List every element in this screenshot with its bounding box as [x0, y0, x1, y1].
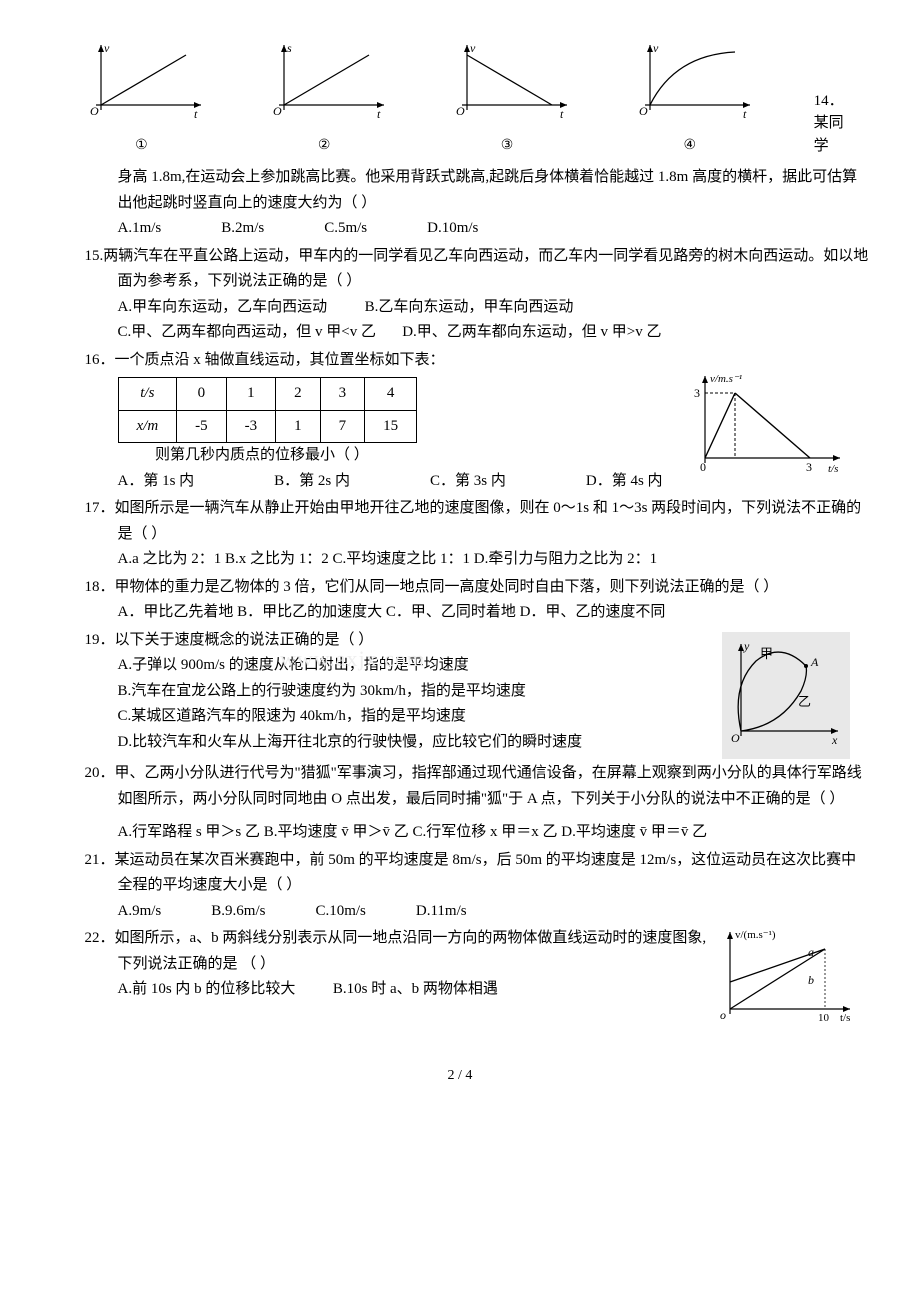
vt-triangle-icon: 3 v/m.s⁻¹ t/s 0 3: [680, 368, 850, 478]
graph-label-3: ③: [442, 134, 572, 158]
axis-t: t: [194, 107, 198, 120]
cell: x/m: [118, 410, 177, 443]
ab-ylabel: v/(m.s⁻¹): [735, 929, 776, 941]
q21-text: 21．某运动员在某次百米赛跑中，前 50m 的平均速度是 8m/s，后 50m …: [50, 848, 870, 899]
cell: -3: [226, 410, 276, 443]
graph-1: v t O ①: [76, 40, 206, 157]
page-footer: 2 / 4: [50, 1064, 870, 1088]
q15-text: 15.两辆汽车在平直公路上运动，甲车内的一同学看见乙车向西运动，而乙车内一同学看…: [50, 244, 870, 295]
q21-opt-a: A.9m/s: [118, 899, 162, 925]
ab-a: a: [808, 945, 814, 959]
ab-o: o: [720, 1008, 726, 1022]
axis-v: v: [653, 41, 659, 55]
q21-opt-b: B.9.6m/s: [211, 899, 265, 925]
cell: 2: [276, 378, 321, 411]
q16-opt-a: A．第 1s 内: [118, 469, 195, 495]
cell: 1: [276, 410, 321, 443]
q20-text: 20．甲、乙两小分队进行代号为"猎狐"军事演习，指挥部通过现代通信设备，在屏幕上…: [50, 761, 870, 812]
q15-opt-a: A.甲车向东运动，乙车向西运动: [118, 299, 328, 315]
q16-opt-c: C．第 3s 内: [430, 469, 506, 495]
graph-3: v t O ③: [442, 40, 572, 157]
q17-options: A.a 之比为 2：1 B.x 之比为 1：2 C.平均速度之比 1：1 D.牵…: [50, 547, 870, 573]
cell: 3: [320, 378, 365, 411]
axis-s: s: [287, 41, 292, 55]
st-graph-2-icon: s t O: [259, 40, 389, 120]
fox-a: A: [810, 655, 819, 669]
q14-opt-c: C.5m/s: [324, 216, 367, 242]
fox-graph: y x 甲 乙 A O: [722, 632, 850, 760]
q16-opt-d: D．第 4s 内: [586, 469, 663, 495]
svg-text:O: O: [456, 104, 465, 118]
q22-opt-a: A.前 10s 内 b 的位移比较大: [118, 981, 296, 997]
q15-opt-b: B.乙车向东运动，甲车向西运动: [365, 299, 574, 315]
q16-table: t/s 0 1 2 3 4 x/m -5 -3 1 7 15: [118, 377, 418, 443]
q14-opt-b: B.2m/s: [221, 216, 264, 242]
cell: 15: [365, 410, 417, 443]
vt-triangle-graph: 3 v/m.s⁻¹ t/s 0 3: [680, 368, 850, 488]
graph-2: s t O ②: [259, 40, 389, 157]
graph-label-1: ①: [76, 134, 206, 158]
fox-o: O: [731, 731, 740, 745]
q14-text: 身高 1.8m,在运动会上参加跳高比赛。他采用背跃式跳高,起跳后身体横着恰能越过…: [50, 165, 870, 216]
vt-xlabel: t/s: [828, 463, 838, 475]
fox-jia: 甲: [760, 646, 773, 661]
graph-4: v t O ④: [625, 40, 755, 157]
q16-options: A．第 1s 内 B．第 2s 内 C．第 3s 内 D．第 4s 内: [50, 469, 680, 495]
q15-opt-d: D.甲、乙两车都向东运动，但 v 甲>v 乙: [402, 324, 661, 340]
q18-options: A．甲比乙先着地 B．甲比乙的加速度大 C．甲、乙同时着地 D．甲、乙的速度不同: [50, 600, 870, 626]
fox-x: x: [831, 733, 838, 746]
graphs-row: v t O ① s t O ② v t O ③: [50, 40, 870, 157]
axis-t: t: [743, 107, 747, 120]
vt-x0: 0: [700, 460, 706, 474]
cell: 0: [177, 378, 227, 411]
ab-vt-graph: v/(m.s⁻¹) a b o 10 t/s: [710, 924, 860, 1034]
axis-t: t: [377, 107, 381, 120]
vt-ylabel: v/m.s⁻¹: [710, 373, 742, 385]
q14-opt-d: D.10m/s: [427, 216, 478, 242]
cell: 1: [226, 378, 276, 411]
vt-ytick: 3: [694, 386, 700, 400]
q15-options: A.甲车向东运动，乙车向西运动 B.乙车向东运动，甲车向西运动 C.甲、乙两车都…: [50, 295, 870, 346]
q21-options: A.9m/s B.9.6m/s C.10m/s D.11m/s: [50, 899, 870, 925]
cell: t/s: [118, 378, 177, 411]
q22-opt-b: B.10s 时 a、b 两物体相遇: [333, 981, 498, 997]
svg-text:O: O: [639, 104, 648, 118]
svg-text:O: O: [273, 104, 282, 118]
q21-opt-d: D.11m/s: [416, 899, 467, 925]
axis-v: v: [104, 41, 110, 55]
cell: 4: [365, 378, 417, 411]
q14-side-text: 14．某同学: [808, 90, 844, 158]
cell: -5: [177, 410, 227, 443]
fox-y: y: [743, 639, 750, 653]
q18-text: 18．甲物体的重力是乙物体的 3 倍，它们从同一地点同一高度处同时自由下落，则下…: [50, 575, 870, 601]
graph-label-2: ②: [259, 134, 389, 158]
fox-yi: 乙: [798, 694, 811, 709]
q17-text: 17．如图所示是一辆汽车从静止开始由甲地开往乙地的速度图像，则在 0～1s 和 …: [50, 496, 870, 547]
cell: 7: [320, 410, 365, 443]
ab-vt-icon: v/(m.s⁻¹) a b o 10 t/s: [710, 924, 860, 1024]
vt-graph-3-icon: v t O: [442, 40, 572, 120]
fox-path-icon: y x 甲 乙 A O: [726, 636, 846, 746]
vt-x3: 3: [806, 460, 812, 474]
q14-opt-a: A.1m/s: [118, 216, 162, 242]
axis-v: v: [470, 41, 476, 55]
svg-text:O: O: [90, 104, 99, 118]
q20-options: A.行军路程 s 甲＞s 乙 B.平均速度 v̄ 甲＞v̄ 乙 C.行军位移 x…: [50, 820, 870, 846]
axis-t: t: [560, 107, 564, 120]
ab-x10: 10: [818, 1012, 830, 1024]
graph-label-4: ④: [625, 134, 755, 158]
q15-opt-c: C.甲、乙两车都向西运动，但 v 甲<v 乙: [118, 324, 376, 340]
ab-xlabel: t/s: [840, 1012, 850, 1024]
q14-options: A.1m/s B.2m/s C.5m/s D.10m/s: [50, 216, 870, 242]
vt-graph-1-icon: v t O: [76, 40, 206, 120]
vt-graph-4-icon: v t O: [625, 40, 755, 120]
ab-b: b: [808, 973, 814, 987]
q16-opt-b: B．第 2s 内: [274, 469, 350, 495]
q21-opt-c: C.10m/s: [315, 899, 365, 925]
